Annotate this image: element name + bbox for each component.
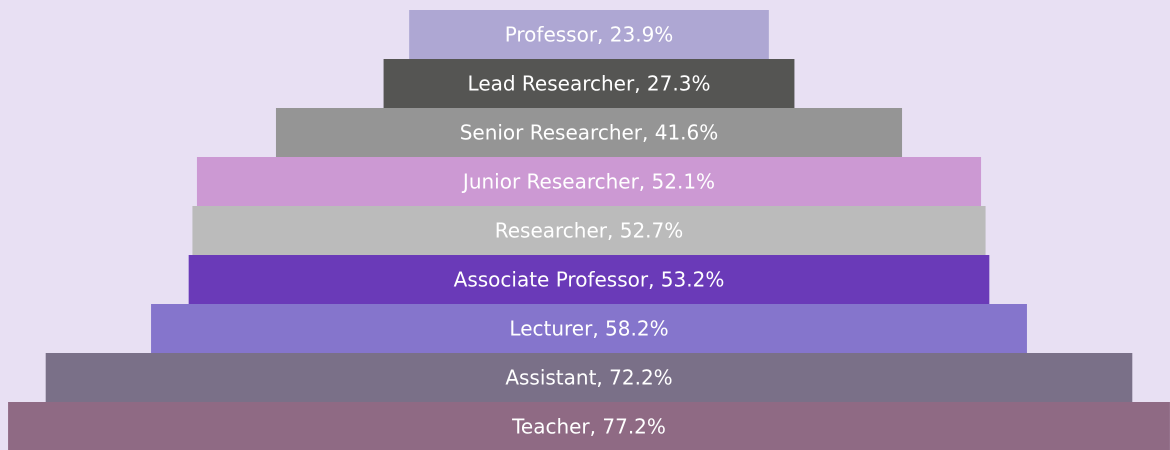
funnel-bar	[409, 10, 769, 59]
funnel-bar	[45, 353, 1133, 402]
bar-label: Lecturer, 58.2%	[509, 317, 668, 341]
funnel-bar	[192, 206, 986, 255]
bar-label: Associate Professor, 53.2%	[454, 268, 725, 292]
funnel-bar	[188, 255, 990, 304]
funnel-bar	[383, 59, 795, 108]
bar-label: Senior Researcher, 41.6%	[460, 121, 719, 145]
bar-label: Junior Researcher, 52.1%	[461, 170, 715, 194]
bar-label: Professor, 23.9%	[505, 23, 674, 47]
funnel-bar	[275, 108, 903, 157]
bar-label: Researcher, 52.7%	[495, 219, 684, 243]
funnel-bar	[196, 157, 982, 206]
bar-label: Teacher, 77.2%	[511, 415, 666, 439]
bar-label: Lead Researcher, 27.3%	[468, 72, 711, 96]
bar-label: Assistant, 72.2%	[505, 366, 672, 390]
funnel-bar	[151, 304, 1027, 353]
funnel-bar	[8, 402, 1170, 450]
